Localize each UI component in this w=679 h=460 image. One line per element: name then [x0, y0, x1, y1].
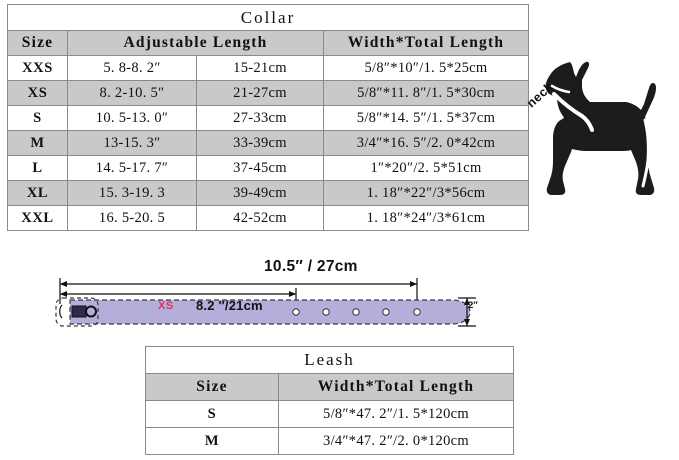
leash-row-size: M	[145, 427, 279, 455]
table-row: S 10. 5-13. 0″ 27-33cm 5/8″*14. 5″/1. 5*…	[7, 105, 529, 131]
collar-row-width-total: 3/4″*16. 5″/2. 0*42cm	[323, 130, 529, 156]
collar-header-adjustable-length: Adjustable Length	[67, 30, 324, 56]
collar-row-inch: 13-15. 3″	[67, 130, 197, 156]
collar-size-table: Collar Size Adjustable Length Width*Tota…	[7, 4, 529, 231]
table-row: L 14. 5-17. 7″ 37-45cm 1″*20″/2. 5*51cm	[7, 155, 529, 181]
collar-dimension-diagram	[55, 278, 476, 327]
chin-highlight	[550, 84, 571, 94]
leash-header-size: Size	[145, 373, 279, 401]
collar-hole	[413, 308, 421, 316]
collar-row-cm: 21-27cm	[196, 80, 324, 106]
collar-hole	[292, 308, 300, 316]
leash-table-title-row: Leash	[145, 346, 514, 374]
table-row: XL 15. 3-19. 3 39-49cm 1. 18″*22″/3*56cm	[7, 180, 529, 206]
collar-hole	[382, 308, 390, 316]
collar-table-body: Collar Size Adjustable Length Width*Tota…	[7, 4, 529, 231]
collar-row-size: XL	[7, 180, 68, 206]
collar-row-width-total: 5/8″*14. 5″/1. 5*37cm	[323, 105, 529, 131]
collar-row-cm: 37-45cm	[196, 155, 324, 181]
leash-table-title: Leash	[145, 346, 514, 374]
collar-row-size: XXL	[7, 205, 68, 231]
total-length-dimension-label: 10.5″ / 27cm	[264, 258, 358, 275]
width-dimension-arrow	[458, 297, 476, 327]
leash-header-width-total-length: Width*Total Length	[278, 373, 514, 401]
table-row: M 3/4″*47. 2″/2. 0*120cm	[145, 427, 514, 455]
collar-holes-group	[292, 308, 421, 316]
table-row: XXL 16. 5-20. 5 42-52cm 1. 18″*24″/3*61c…	[7, 205, 529, 231]
collar-hole	[322, 308, 330, 316]
collar-row-width-total: 1. 18″*22″/3*56cm	[323, 180, 529, 206]
collar-strap-body	[69, 299, 471, 325]
dog-silhouette-illustration	[545, 61, 656, 195]
table-row: M 13-15. 3″ 33-39cm 3/4″*16. 5″/2. 0*42c…	[7, 130, 529, 156]
leash-row-size: S	[145, 400, 279, 428]
table-row: XS 8. 2-10. 5″ 21-27cm 5/8″*11. 8″/1. 5*…	[7, 80, 529, 106]
collar-row-size: XXS	[7, 55, 68, 81]
leash-size-table: Leash Size Width*Total Length S 5/8″*47.…	[145, 346, 514, 455]
leash-row-width-total: 3/4″*47. 2″/2. 0*120cm	[278, 427, 514, 455]
collar-row-cm: 27-33cm	[196, 105, 324, 131]
dog-body-shape	[545, 61, 656, 195]
collar-position-line	[552, 92, 594, 132]
table-row: XXS 5. 8-8. 2″ 15-21cm 5/8″*10″/1. 5*25c…	[7, 55, 529, 81]
table-row: S 5/8″*47. 2″/1. 5*120cm	[145, 400, 514, 428]
strap-size-tag: XS	[158, 300, 174, 312]
collar-row-size: L	[7, 155, 68, 181]
adjustable-length-label: 8.2 ″/21cm	[196, 298, 263, 313]
collar-row-cm: 15-21cm	[196, 55, 324, 81]
collar-row-width-total: 1″*20″/2. 5*51cm	[323, 155, 529, 181]
total-length-dimension-arrow	[59, 278, 418, 304]
collar-row-inch: 16. 5-20. 5	[67, 205, 197, 231]
collar-header-size: Size	[7, 30, 68, 56]
collar-row-inch: 10. 5-13. 0″	[67, 105, 197, 131]
collar-table-title-row: Collar	[7, 4, 529, 31]
collar-hole	[352, 308, 360, 316]
collar-row-cm: 42-52cm	[196, 205, 324, 231]
collar-table-title: Collar	[7, 4, 529, 31]
collar-row-inch: 14. 5-17. 7″	[67, 155, 197, 181]
collar-row-cm: 33-39cm	[196, 130, 324, 156]
buckle-hardware-icon	[59, 304, 97, 319]
leash-table-header-row: Size Width*Total Length	[145, 373, 514, 401]
collar-row-size: M	[7, 130, 68, 156]
buckle-outline	[55, 297, 99, 327]
hind-leg-highlight	[641, 118, 650, 188]
collar-row-width-total: 5/8″*10″/1. 5*25cm	[323, 55, 529, 81]
collar-row-inch: 8. 2-10. 5″	[67, 80, 197, 106]
collar-header-width-total-length: Width*Total Length	[323, 30, 529, 56]
collar-row-cm: 39-49cm	[196, 180, 324, 206]
collar-row-size: S	[7, 105, 68, 131]
collar-row-size: XS	[7, 80, 68, 106]
leash-table-body: Leash Size Width*Total Length S 5/8″*47.…	[145, 346, 514, 455]
strap-width-label: 2″	[468, 300, 478, 311]
collar-row-width-total: 5/8″*11. 8″/1. 5*30cm	[323, 80, 529, 106]
collar-row-inch: 15. 3-19. 3	[67, 180, 197, 206]
collar-row-width-total: 1. 18″*24″/3*61cm	[323, 205, 529, 231]
leash-row-width-total: 5/8″*47. 2″/1. 5*120cm	[278, 400, 514, 428]
collar-table-header-row: Size Adjustable Length Width*Total Lengt…	[7, 30, 529, 56]
collar-row-inch: 5. 8-8. 2″	[67, 55, 197, 81]
